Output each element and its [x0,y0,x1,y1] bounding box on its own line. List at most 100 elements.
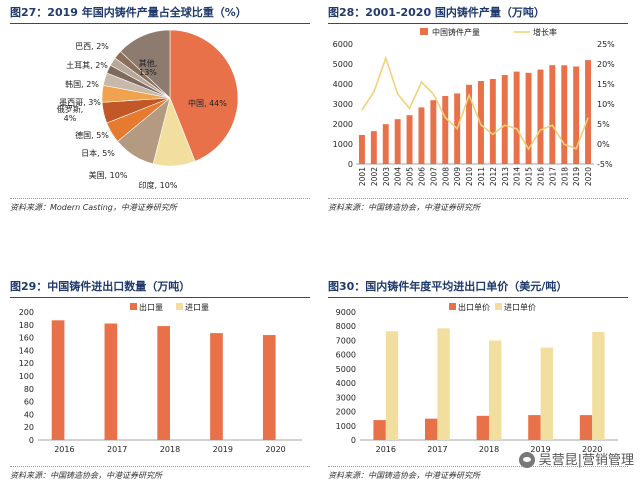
y-tick-label: 80 [24,385,34,394]
x-tick-label: 2017 [548,167,557,186]
y-right-tick-label: 5% [597,120,610,129]
bar [394,119,401,164]
y-tick-label: 180 [19,321,34,330]
slice-label: 其他, 13% [139,58,158,77]
y-tick-label: 6000 [336,351,356,360]
legend-swatch [449,303,456,310]
y-tick-label: 40 [24,410,34,419]
y-right-tick-label: 15% [597,80,615,89]
figure30-panel: 图30：国内铸件年度平均进出口单价（美元/吨） 0 1000 2000 3000 400… [328,278,628,488]
slice-label: 土耳其, 2% [66,60,108,70]
bar [579,415,593,440]
bar [370,131,377,164]
y-left-tick-label: 1000 [333,140,353,149]
x-tick-label: 2020 [582,445,602,454]
bar [385,331,399,440]
bar [373,420,386,440]
x-tick-label: 2019 [530,445,550,454]
wechat-icon [518,452,535,468]
y-tick-label: 5000 [336,365,356,374]
slice-label: 日本, 5% [81,148,115,158]
figure30-title-rule [328,297,628,298]
slice-label: 韩国, 2% [65,79,99,89]
y-right-tick-label: 10% [597,100,615,109]
bar [489,79,496,164]
x-tick-label: 2014 [513,167,522,186]
bar [592,331,605,440]
bar [382,124,389,164]
figure28-title-rule [328,23,628,24]
figure29-source-rule [10,466,310,467]
figure27-panel: 图27：2019 年国内铸件产量占全球比重（%） 中国, 44% 印度, 10% 美… [10,4,310,214]
x-tick-label: 2019 [213,445,233,454]
bar [501,75,508,164]
legend-label: 进口单价 [504,302,536,312]
x-tick-label: 2004 [394,167,403,186]
slice-label: 墨西哥, 3% [59,98,101,107]
x-tick-label: 2005 [406,167,415,186]
x-tick-label: 2010 [465,167,474,186]
figure30-source: 资料来源：中国铸造协会，中港证券研究所 [328,471,480,480]
legend-label-production: 中国铸件产量 [432,27,480,37]
y-left-tick-label: 4000 [333,80,353,89]
bar [157,326,170,440]
figure29-title-rule [10,297,310,298]
bar [430,100,437,164]
figure27-title: 图27：2019 年国内铸件产量占全球比重（%） [10,6,247,19]
legend-swatch [495,303,502,310]
x-tick-label: 2009 [453,167,462,186]
legend-swatch [130,303,137,310]
x-tick-label: 2019 [572,167,581,186]
figure30-title: 图30：国内铸件年度平均进出口单价（美元/吨） [328,280,568,293]
y-left-tick-label: 5000 [333,60,353,69]
figure30-chart: 0 1000 2000 3000 4000 5000 6000 7000 8000 9000 201… [336,302,618,454]
bar [585,60,592,164]
bar [210,333,223,440]
watermark: 吴营昆|营销管理 [518,449,634,468]
y-tick-label: 7000 [336,336,356,345]
figure28-source: 资料来源：中国铸造协会，中港证券研究所 [328,203,480,212]
bar [540,347,553,440]
figure28-chart: 0 1000 2000 3000 4000 5000 6000 -5% 0% 5% 10% 15% 20… [333,27,616,186]
y-tick-label: 2000 [336,408,356,417]
y-tick-label: 3000 [336,393,356,402]
x-tick-label: 2015 [525,167,534,186]
figure28-title: 图28：2001-2020 国内铸件产量（万吨） [328,6,545,19]
x-tick-label: 2018 [479,445,499,454]
bar [358,135,365,164]
y-tick-label: 200 [19,308,34,317]
x-tick-label: 2012 [489,167,498,186]
y-tick-label: 20 [24,423,34,432]
y-tick-label: 60 [24,398,34,407]
x-tick-label: 2006 [417,167,426,186]
x-tick-label: 2002 [370,167,379,186]
y-tick-label: 120 [19,359,34,368]
y-tick-label: 140 [19,346,34,355]
legend-label: 出口单价 [458,302,490,312]
figure28-panel: 图28：2001-2020 国内铸件产量（万吨） 0 1000 2000 3000 40… [328,4,628,214]
bar [561,65,568,164]
x-tick-label: 2008 [441,167,450,186]
figure27-title-rule [10,23,310,24]
y-tick-label: 4000 [336,379,356,388]
y-tick-label: 0 [29,436,34,445]
y-tick-label: 8000 [336,322,356,331]
y-right-tick-label: -5% [597,160,613,169]
pie-slice [120,29,171,99]
y-left-tick-label: 0 [348,160,353,169]
figure29-panel: 图29：中国铸件进出口数量（万吨） 0 20 40 60 80 100 120 140 160 1… [10,278,310,488]
bar [418,107,425,164]
legend-swatch-production [420,28,428,35]
y-tick-label: 160 [19,334,34,343]
slice-label: 巴西, 2% [75,42,109,51]
y-left-tick-label: 3000 [333,100,353,109]
bar [442,96,449,164]
legend-label: 进口量 [185,303,209,312]
figure29-chart: 0 20 40 60 80 100 120 140 160 180 200 2016 2017 2018 2… [19,302,302,454]
y-tick-label: 9000 [336,308,356,317]
x-tick-label: 2003 [382,167,391,186]
watermark-text: 吴营昆|营销管理 [538,452,634,468]
figure29-source: 资料来源：中国铸造协会，中港证券研究所 [10,471,162,480]
bar [262,335,276,440]
x-tick-label: 2011 [477,167,486,186]
